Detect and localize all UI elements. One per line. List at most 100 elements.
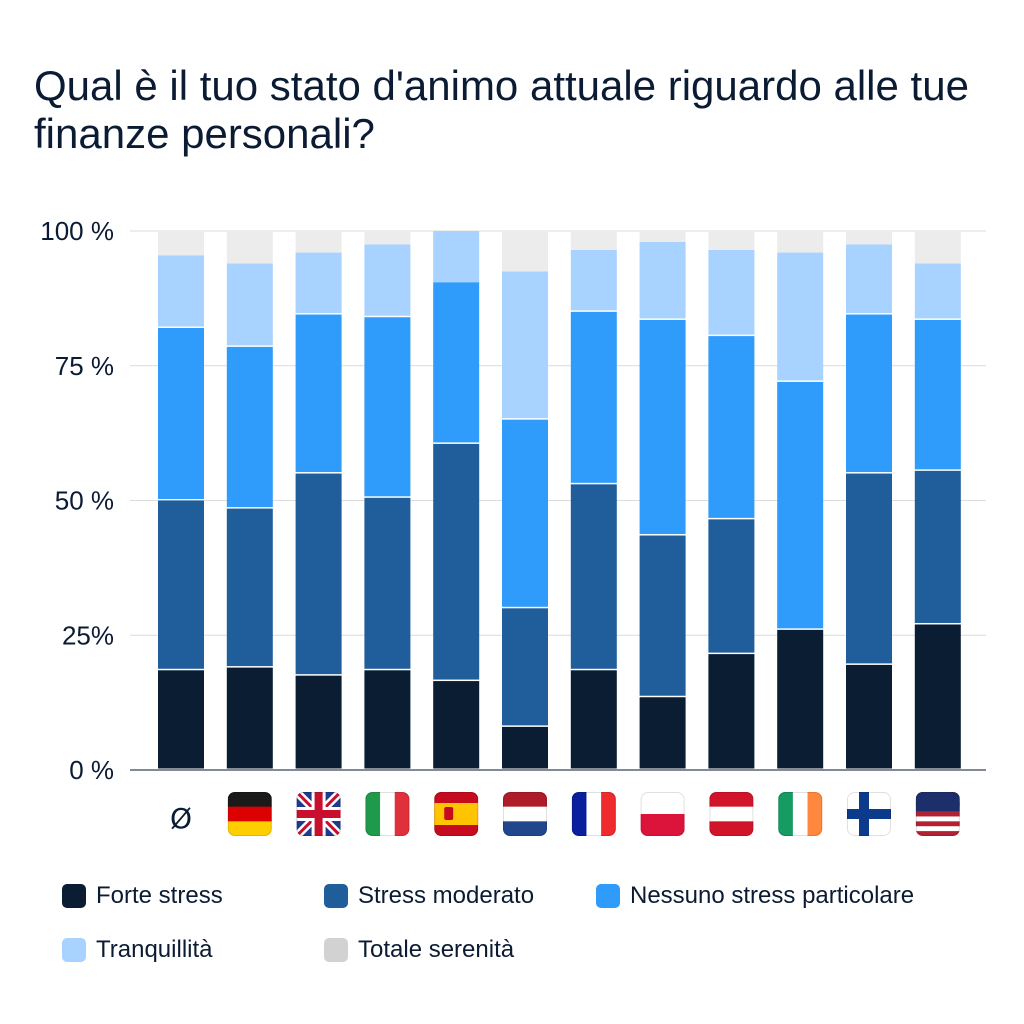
bar-segment	[708, 519, 755, 653]
bar-segment	[364, 317, 411, 497]
ireland-flag-icon	[778, 792, 823, 836]
bar-stack-gb	[295, 231, 342, 769]
bar-segment	[158, 231, 204, 256]
finland-flag-icon	[847, 792, 891, 836]
y-tick-label: 0 %	[69, 755, 114, 785]
y-tick-label: 100 %	[40, 216, 114, 246]
bar-segment	[502, 726, 548, 769]
austria-flag-icon	[709, 792, 754, 836]
bar-segment	[914, 263, 961, 319]
spain-flag-icon	[434, 792, 479, 836]
bar-segment	[158, 670, 204, 769]
chart-title: Qual è il tuo stato d'animo attuale rigu…	[34, 62, 969, 157]
bar-segment	[708, 231, 755, 250]
bar-segment	[364, 244, 411, 316]
bar-stack-us	[914, 231, 961, 769]
bar-segment	[777, 381, 824, 629]
y-axis-ticks: 0 % 25% 50 % 75 % 100 %	[40, 216, 114, 785]
bar-segment	[433, 443, 480, 680]
bar-segment	[226, 667, 273, 769]
bar-segment	[708, 654, 755, 769]
bar-segment	[158, 500, 204, 669]
bar-segment	[502, 419, 548, 607]
bar-segment	[502, 608, 548, 726]
legend-swatch	[324, 938, 348, 962]
legend-label: Stress moderato	[358, 882, 535, 909]
bars	[158, 231, 961, 769]
bar-stack-at	[708, 231, 755, 769]
netherlands-flag-icon	[503, 792, 547, 836]
bar-segment	[708, 336, 755, 518]
bar-stack-pl	[639, 231, 686, 769]
bar-segment	[846, 231, 892, 245]
bar-segment	[914, 231, 961, 264]
usa-flag-icon	[915, 792, 960, 836]
bar-segment	[777, 629, 824, 769]
bar-segment	[846, 664, 892, 769]
x-axis-categories: Ø	[170, 792, 960, 836]
bar-segment	[158, 255, 204, 327]
bar-segment	[914, 624, 961, 769]
bar-segment	[914, 319, 961, 470]
legend-label: Totale serenità	[358, 936, 515, 963]
bar-segment	[295, 231, 342, 253]
bar-stack-nl	[502, 231, 548, 769]
bar-segment	[846, 244, 892, 314]
bar-segment	[226, 508, 273, 667]
bar-segment	[433, 681, 480, 769]
legend-item: Tranquillità	[62, 934, 213, 966]
bar-segment	[295, 252, 342, 314]
bar-segment	[364, 670, 411, 769]
bar-segment	[433, 231, 480, 283]
bar-segment	[639, 231, 686, 242]
bar-stack-es	[433, 231, 480, 769]
bar-segment	[226, 231, 273, 264]
legend-label: Forte stress	[96, 882, 223, 909]
bar-segment	[295, 675, 342, 769]
bar-segment	[502, 271, 548, 419]
bar-stack-ø	[158, 231, 204, 769]
y-tick-label: 25%	[62, 620, 114, 650]
bar-segment	[433, 282, 480, 443]
legend-label: Nessuno stress particolare	[630, 882, 915, 909]
bar-segment	[364, 231, 411, 245]
bar-segment	[846, 473, 892, 664]
bar-segment	[295, 473, 342, 675]
bar-segment	[639, 697, 686, 769]
bar-segment	[570, 231, 617, 250]
bar-segment	[639, 535, 686, 696]
bar-segment	[570, 249, 617, 311]
bar-segment	[777, 231, 824, 253]
uk-flag-icon	[296, 792, 341, 836]
bar-stack-de	[226, 231, 273, 769]
bar-stack-fi	[846, 231, 892, 769]
legend-item: Stress moderato	[324, 880, 534, 912]
legend-swatch	[62, 938, 86, 962]
bar-stack-it	[364, 231, 411, 769]
bar-segment	[846, 314, 892, 473]
y-tick-label: 75 %	[55, 351, 114, 381]
bar-stack-fr	[570, 231, 617, 769]
italy-flag-icon	[365, 792, 410, 836]
average-label: Ø	[170, 802, 192, 835]
legend-item: Totale serenità	[324, 934, 514, 966]
bar-segment	[226, 346, 273, 508]
france-flag-icon	[571, 792, 616, 836]
legend-swatch	[324, 884, 348, 908]
bar-segment	[364, 497, 411, 669]
legend-label: Tranquillità	[96, 936, 213, 963]
bar-segment	[708, 249, 755, 335]
bar-segment	[639, 319, 686, 535]
bar-segment	[158, 328, 204, 499]
bar-segment	[914, 470, 961, 623]
legend-item: Nessuno stress particolare	[596, 880, 914, 912]
poland-flag-icon	[640, 792, 685, 836]
legend-item: Forte stress	[62, 880, 223, 912]
bar-segment	[639, 241, 686, 319]
bar-segment	[570, 311, 617, 483]
bar-segment	[502, 231, 548, 272]
bar-stack-ie	[777, 231, 824, 769]
bar-segment	[570, 484, 617, 669]
bar-segment	[777, 252, 824, 381]
legend-swatch	[62, 884, 86, 908]
